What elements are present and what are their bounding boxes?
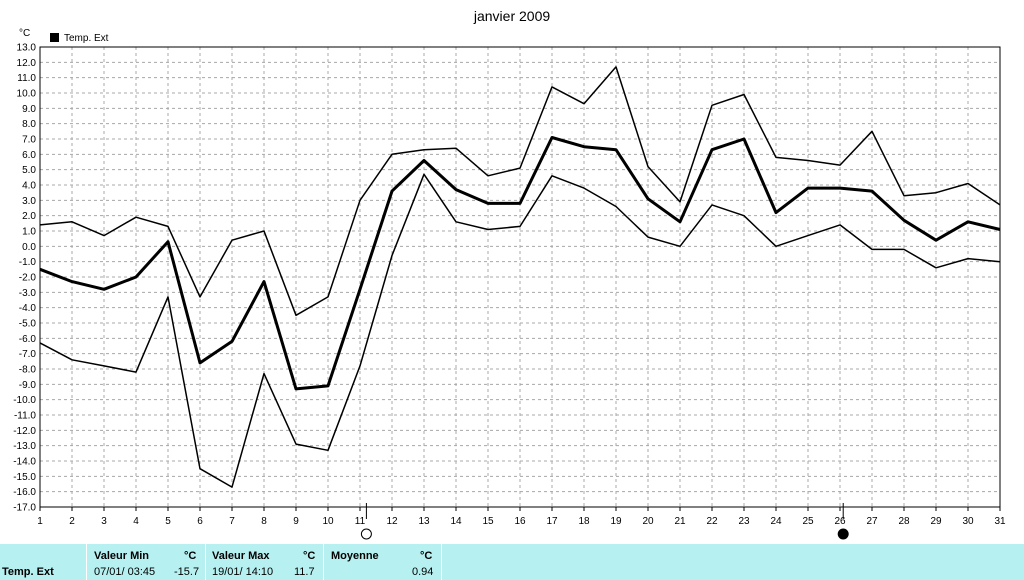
x-tick-label: 9 [293,516,299,527]
plot-frame [39,46,1001,508]
footer-row-label: Temp. Ext [2,566,54,578]
y-tick-label: 13.0 [17,43,37,54]
max-header: Valeur Max [212,550,270,562]
y-tick-label: -5.0 [19,319,37,330]
x-tick-label: 21 [674,516,686,527]
x-tick-label: 3 [101,516,107,527]
x-tick-label: 20 [642,516,654,527]
footer-separator [205,544,206,580]
temperature-chart: janvier 2009 °C Temp. Ext -17.0 -16.0 -15.… [13,8,1006,540]
series-line-max [39,66,1001,317]
max-date: 19/01/ 14:10 [212,566,274,578]
x-tick-label: 28 [898,516,910,527]
min-value: -15.7 [174,566,200,578]
x-tick-label: 6 [197,516,203,527]
y-tick-label: 4.0 [22,181,36,192]
y-tick-label: -1.0 [19,257,37,268]
y-tick-label: 3.0 [22,196,36,207]
x-tick-label: 5 [165,516,171,527]
y-tick-label: -14.0 [13,457,36,468]
new-moon-icon [837,528,849,540]
y-axis-unit-label: °C [19,28,30,39]
stats-footer [0,544,1024,580]
y-tick-label: 1.0 [22,227,36,238]
y-tick-label: 5.0 [22,165,36,176]
series-line-mean [39,136,1001,391]
y-tick-label: -3.0 [19,288,37,299]
y-tick-label: -11.0 [14,411,36,422]
x-tick-label: 10 [322,516,334,527]
x-tick-label: 15 [482,516,494,527]
x-tick-label: 4 [133,516,139,527]
y-tick-label: -9.0 [19,380,37,391]
x-tick-label: 13 [418,516,430,527]
avg-header: Moyenne [331,550,379,562]
y-tick-label: -12.0 [13,426,36,437]
avg-unit: °C [420,550,433,562]
y-tick-label: 10.0 [17,89,37,100]
full-moon-icon [360,528,372,540]
y-tick-label: 9.0 [22,104,36,115]
series-line-min [39,173,1001,488]
y-tick-label: -17.0 [13,503,36,514]
x-tick-label: 30 [962,516,974,527]
y-tick-label: -4.0 [19,303,37,314]
min-date: 07/01/ 03:45 [94,566,156,578]
x-tick-label: 22 [706,516,718,527]
chart-title: janvier 2009 [473,8,550,24]
x-tick-label: 19 [610,516,622,527]
x-tick-label: 29 [930,516,942,527]
x-tick-label: 1 [37,516,43,527]
y-tick-label: -7.0 [19,349,37,360]
y-tick-label: -15.0 [13,472,36,483]
y-tick-label: -10.0 [13,395,36,406]
x-tick-label: 26 [834,516,846,527]
y-tick-label: 11.0 [17,73,36,84]
y-tick-label: 7.0 [22,135,36,146]
x-tick-label: 27 [866,516,878,527]
y-tick-label: -2.0 [19,273,37,284]
x-tick-label: 24 [770,516,782,527]
footer-separator [441,544,442,580]
x-tick-label: 16 [514,516,526,527]
legend-label: Temp. Ext [64,33,109,44]
legend-swatch [50,33,59,42]
avg-value: 0.94 [412,566,434,578]
footer-separator [323,544,324,580]
x-tick-label: 8 [261,516,267,527]
x-tick-label: 12 [386,516,398,527]
y-tick-label: -8.0 [19,365,37,376]
max-unit: °C [303,550,316,562]
max-value: 11.7 [294,566,315,578]
x-tick-label: 11 [355,516,366,527]
x-tick-label: 2 [69,516,75,527]
y-tick-label: 8.0 [22,119,36,130]
y-tick-label: 12.0 [17,58,37,69]
y-tick-label: -13.0 [13,441,36,452]
min-header: Valeur Min [94,550,150,562]
y-tick-label: 6.0 [22,150,36,161]
min-unit: °C [184,550,197,562]
x-tick-label: 31 [994,516,1006,527]
footer-separator [86,544,87,580]
y-tick-label: 0.0 [22,242,36,253]
x-tick-label: 25 [802,516,814,527]
x-tick-label: 17 [546,516,558,527]
y-tick-label: -16.0 [13,487,36,498]
y-tick-label: -6.0 [19,334,37,345]
y-tick-label: 2.0 [22,211,36,222]
x-tick-label: 18 [578,516,590,527]
x-tick-label: 14 [450,516,462,527]
x-tick-label: 23 [738,516,750,527]
x-tick-label: 7 [229,516,235,527]
